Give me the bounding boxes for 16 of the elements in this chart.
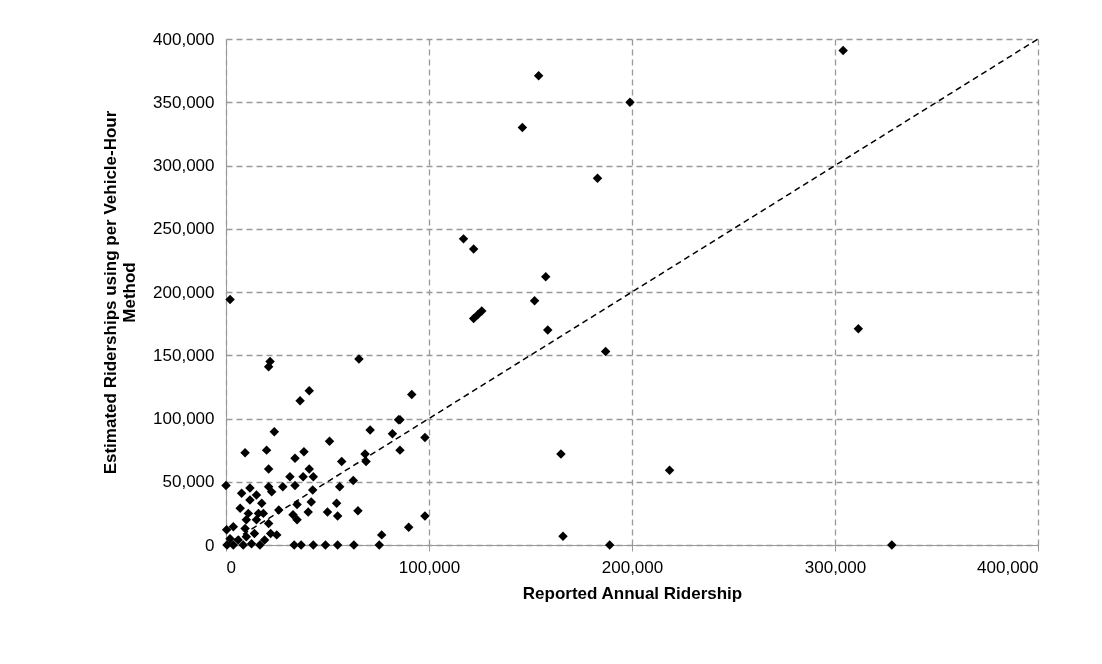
- x-tick-label: 0: [226, 557, 236, 577]
- y-tick-label: 250,000: [153, 219, 215, 239]
- x-tick-label: 200,000: [601, 557, 664, 577]
- x-tick-label: 400,000: [977, 557, 1039, 577]
- y-tick-label: 50,000: [162, 472, 215, 492]
- y-tick-label: 200,000: [153, 282, 215, 302]
- x-axis-title: Reported Annual Ridership: [522, 583, 743, 603]
- y-axis-title: Estimated Riderships using per Vehicle-Hour Method: [101, 110, 140, 475]
- y-tick-label: 350,000: [153, 92, 215, 112]
- y-tick-label: 400,000: [153, 29, 215, 49]
- y-tick-label: 0: [205, 535, 215, 555]
- y-tick-label: 100,000: [153, 409, 215, 428]
- x-tick-label: 100,000: [398, 557, 461, 577]
- x-tick-label: 300,000: [804, 557, 867, 577]
- y-tick-label: 300,000: [153, 156, 215, 175]
- y-tick-label: 150,000: [153, 345, 215, 365]
